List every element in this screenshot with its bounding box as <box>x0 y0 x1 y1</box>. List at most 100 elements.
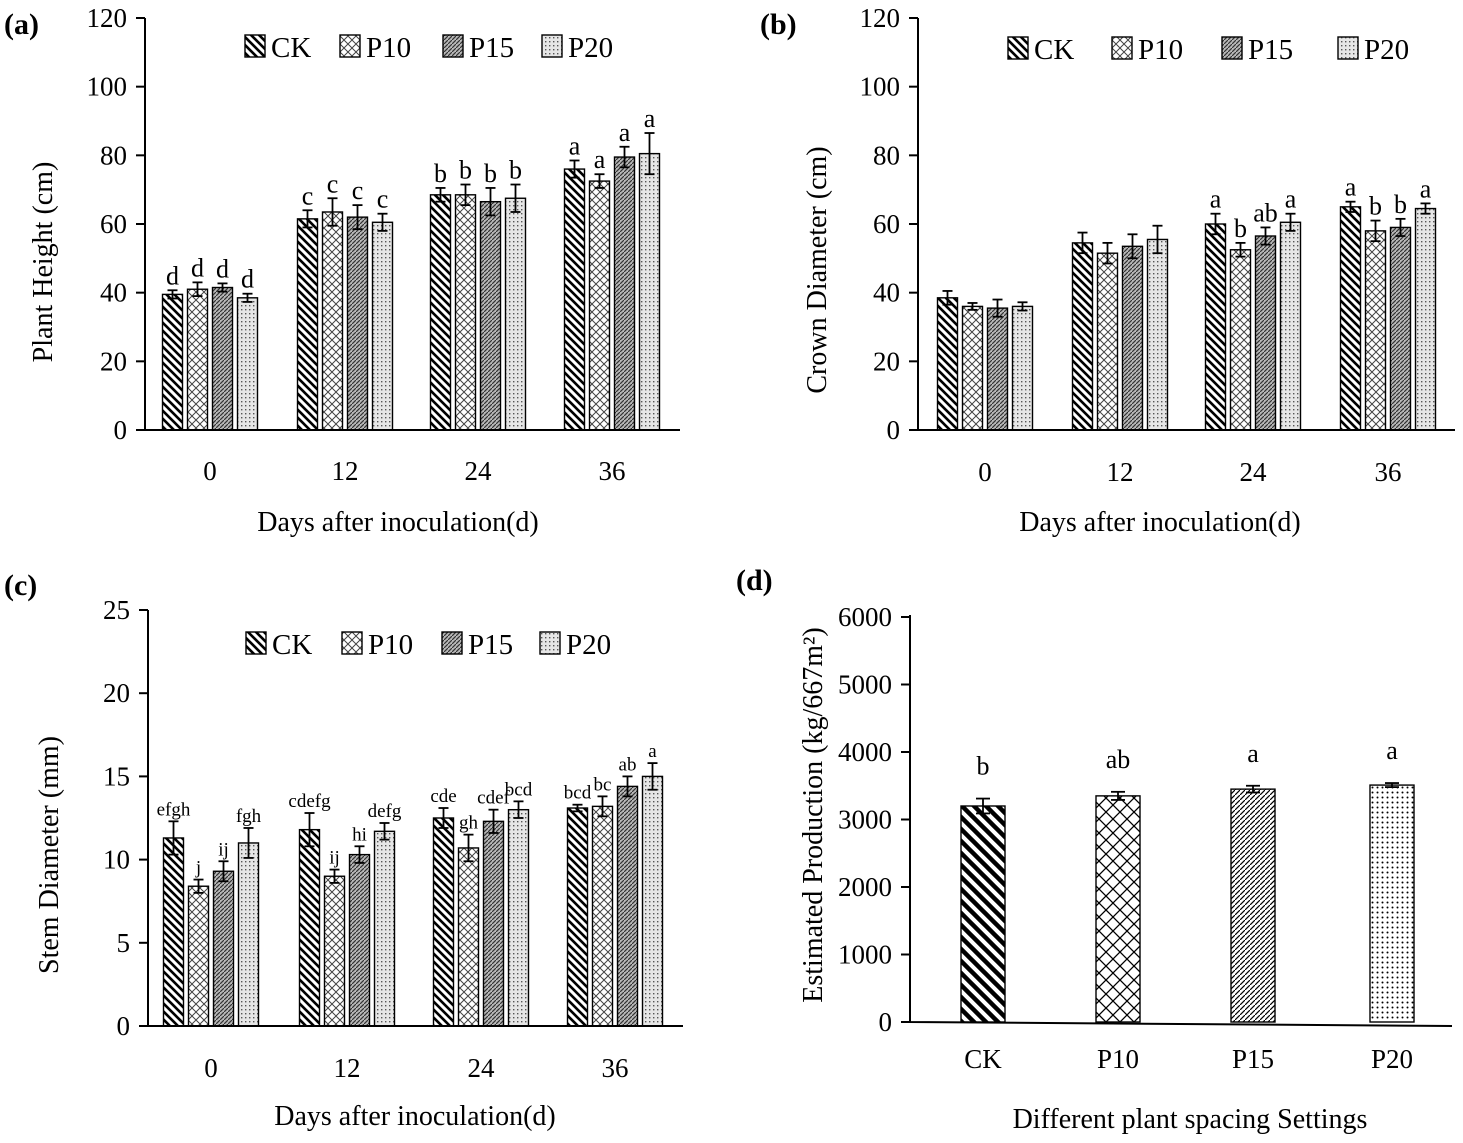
bar-p20 <box>641 775 664 1027</box>
bar-p15 <box>1230 788 1276 1023</box>
significance-letter: a <box>644 104 656 133</box>
legend-label-ck: CK <box>272 629 312 661</box>
significance-letter: bcd <box>564 783 592 804</box>
significance-letter: b <box>977 752 990 781</box>
legend-label-p10: P10 <box>366 32 411 64</box>
bar-p10 <box>1095 795 1141 1023</box>
legend-label-p15: P15 <box>468 629 513 661</box>
panel-b-crown-diameter: (b) Crown Diameter (cm) Days after inocu… <box>760 3 1455 538</box>
legend-swatch-p15 <box>442 34 464 58</box>
significance-letter: ab <box>1253 198 1278 227</box>
panel-d-estimated-production: (d) Estimated Production (kg/667m²) Diff… <box>736 564 1453 1135</box>
legend-swatch-p15 <box>441 631 463 655</box>
legend-swatch-ck <box>1007 36 1029 60</box>
bar-p10 <box>1229 249 1252 431</box>
y-tick-label: 25 <box>103 595 130 625</box>
bar-p10 <box>186 288 209 431</box>
bar-p20 <box>1146 238 1169 431</box>
y-tick-label: 0 <box>887 415 901 445</box>
bar-p15 <box>613 156 636 431</box>
y-tick-label: 0 <box>117 1011 131 1041</box>
legend-label-p20: P20 <box>568 32 613 64</box>
significance-letter: c <box>302 181 314 210</box>
bar-p15 <box>348 853 371 1027</box>
legend-swatch-p10 <box>1111 36 1133 60</box>
panel-a-bars: d c b a d c b a d c b a d c b a <box>161 104 661 431</box>
significance-letter: j <box>195 858 201 879</box>
bar-ck <box>1071 242 1094 431</box>
significance-letter: b <box>1369 192 1382 221</box>
legend-swatch-ck <box>245 631 267 655</box>
bar-ck <box>1339 206 1362 431</box>
y-tick-label: 80 <box>100 140 127 170</box>
y-tick-label: 100 <box>87 72 128 102</box>
panel-d-axes <box>909 615 1453 1027</box>
bar-p20 <box>507 808 530 1027</box>
panel-a-x-axis-title: Days after inoculation(d) <box>257 507 538 538</box>
panel-a-axes <box>144 18 680 431</box>
y-tick-label: 0 <box>114 415 128 445</box>
significance-letter: ab <box>619 754 637 775</box>
y-tick-label: 100 <box>860 72 901 102</box>
bar-p15 <box>346 216 369 431</box>
bar-p10 <box>457 847 480 1027</box>
significance-letter: d <box>191 253 204 282</box>
significance-letter: cdefg <box>288 791 331 812</box>
y-tick-label: 40 <box>100 278 127 308</box>
panel-c-label: (c) <box>4 569 37 602</box>
panel-a-y-axis-title: Plant Height (cm) <box>28 162 59 363</box>
y-tick-label: 60 <box>873 209 900 239</box>
significance-letter: b <box>434 159 447 188</box>
significance-letter: ij <box>329 848 340 869</box>
bar-p20 <box>1414 207 1437 431</box>
y-tick-label: 2000 <box>838 872 892 902</box>
panel-a-legend: CK P10 P15 P20 <box>244 32 613 64</box>
significance-letter: cdef <box>477 788 510 809</box>
panel-c-stem-diameter: (c) Stem Diameter (mm) Days after inocul… <box>4 569 683 1132</box>
x-tick-label: 0 <box>203 456 217 486</box>
bar-p15 <box>1254 235 1277 431</box>
bar-p15 <box>1121 245 1144 431</box>
y-tick-label: 4000 <box>838 737 892 767</box>
bar-ck <box>162 837 185 1027</box>
significance-letter: a <box>648 741 657 762</box>
panel-d-y-ticks: 0 1000 2000 3000 4000 5000 6000 <box>838 602 910 1037</box>
bar-p20 <box>1369 784 1415 1023</box>
panel-c-x-ticks: 0 12 24 36 <box>204 1053 628 1083</box>
y-tick-label: 20 <box>100 346 127 376</box>
x-tick-label: P15 <box>1232 1044 1274 1074</box>
bar-p20 <box>373 830 396 1027</box>
significance-letter: efgh <box>157 799 191 820</box>
y-tick-label: 15 <box>103 761 130 791</box>
panel-b-label: (b) <box>760 8 797 41</box>
bar-p10 <box>591 805 614 1027</box>
bar-ck <box>432 817 455 1027</box>
significance-letter: a <box>569 131 581 160</box>
bar-p20 <box>504 197 527 431</box>
significance-letter: b <box>484 159 497 188</box>
x-tick-label: 0 <box>978 457 992 487</box>
panel-c-y-axis-title: Stem Diameter (mm) <box>34 736 65 974</box>
y-tick-label: 5 <box>117 928 131 958</box>
x-tick-label: 24 <box>468 1053 496 1083</box>
legend-label-ck: CK <box>1034 34 1074 66</box>
bar-p15 <box>212 870 235 1027</box>
panel-b-y-axis-title: Crown Diameter (cm) <box>802 146 833 393</box>
x-tick-label: 12 <box>334 1053 361 1083</box>
x-tick-label: 36 <box>602 1053 629 1083</box>
significance-letter: c <box>327 169 339 198</box>
bar-p10 <box>323 875 346 1027</box>
significance-letter: a <box>1247 739 1259 768</box>
significance-letter: a <box>619 118 631 147</box>
significance-letter: bcd <box>505 779 533 800</box>
bar-p20 <box>638 152 661 431</box>
x-tick-label: 24 <box>1240 457 1268 487</box>
x-tick-label: 36 <box>599 456 626 486</box>
significance-letter: ij <box>218 839 229 860</box>
legend-swatch-p20 <box>1337 36 1359 60</box>
significance-letter: cde <box>430 786 456 807</box>
bar-ck <box>161 293 184 431</box>
y-tick-label: 10 <box>103 845 130 875</box>
